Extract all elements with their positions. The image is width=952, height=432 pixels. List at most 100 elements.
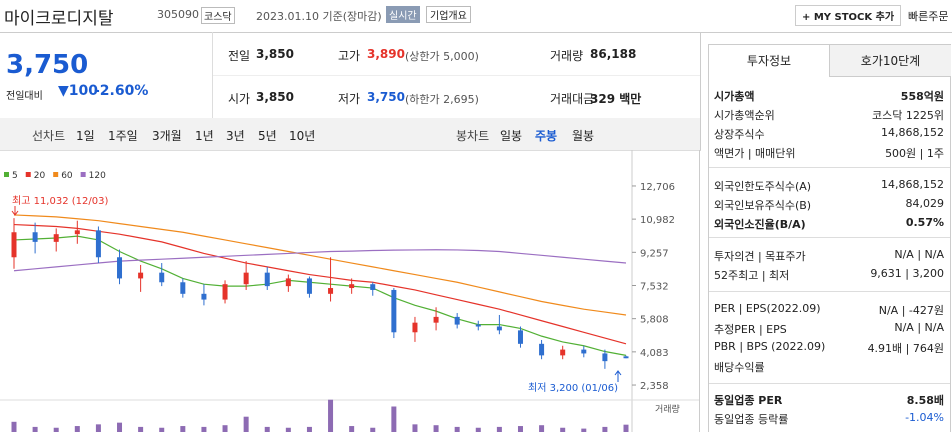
mystock-button[interactable]: + MY STOCK 추가 <box>795 5 902 26</box>
panel-tab[interactable]: 투자정보 <box>746 54 792 68</box>
change-label: 전일대비 <box>6 91 43 102</box>
summary-label: 고가 <box>338 49 361 63</box>
info-row: 동일업종 등락률 -1.04% <box>714 411 944 429</box>
volume-label: 거래량 <box>655 403 680 415</box>
volume-bar <box>517 426 523 432</box>
volume-bar <box>138 426 144 432</box>
tab[interactable]: 주봉 <box>535 129 558 143</box>
candle-body <box>370 284 376 290</box>
chart-tabs <box>0 118 701 151</box>
legend-label: 120 <box>89 171 106 181</box>
tab[interactable]: 3개월 <box>152 129 182 143</box>
candle-body <box>306 278 312 294</box>
volume-bar <box>95 424 101 432</box>
y-tick-label: 9,257 <box>640 248 669 259</box>
volume-bar <box>454 426 460 432</box>
candle-body <box>138 272 144 279</box>
volume-bar <box>391 406 397 432</box>
tab[interactable]: 10년 <box>289 129 316 143</box>
panel-separator <box>709 167 950 168</box>
candle-body <box>602 353 608 362</box>
candle-body <box>285 278 291 287</box>
stock-name: 마이크로디지탈 <box>4 9 114 29</box>
divider <box>212 32 213 118</box>
info-label: 외국인보유주식수(B) <box>714 199 812 212</box>
summary-value: 329 백만 <box>590 92 642 106</box>
ma-line <box>13 223 627 345</box>
tab-label: 봉차트 <box>456 129 490 143</box>
volume-bar <box>602 426 608 432</box>
realtime-badge[interactable]: 실시간 <box>386 6 420 23</box>
info-row: 외국인소진율(B/A) 0.57% <box>714 216 944 234</box>
candle-body <box>11 232 17 258</box>
summary-value: 86,188 <box>590 47 637 61</box>
info-row: 액면가 | 매매단위 500원 | 1주 <box>714 145 944 163</box>
volume-bar <box>53 427 59 432</box>
legend-swatch <box>4 172 9 177</box>
annotation-arrow <box>614 370 622 382</box>
info-row: PER | EPS(2022.09) N/A | -427원 <box>714 302 944 320</box>
volume-bar <box>264 426 270 432</box>
info-row: 시가총액 558억원 <box>714 88 944 106</box>
candle-body <box>496 326 502 331</box>
y-tick-label: 2,358 <box>640 381 669 392</box>
candle-body <box>222 284 228 300</box>
info-row: PBR | BPS (2022.09) 4.91배 | 764원 <box>714 340 944 358</box>
info-row: 배당수익률 <box>714 359 944 377</box>
info-value: 8.58배 <box>906 394 944 407</box>
tab[interactable]: 월봉 <box>572 129 595 143</box>
info-row: 외국인보유주식수(B) 84,029 <box>714 197 944 215</box>
info-label: PBR | BPS (2022.09) <box>714 340 826 353</box>
info-value: N/A | N/A <box>894 321 944 334</box>
volume-bar <box>475 427 481 432</box>
candle-body <box>517 330 523 344</box>
candle-body <box>391 289 397 333</box>
info-value: N/A | N/A <box>894 248 944 261</box>
info-label: 동일업종 등락률 <box>714 413 789 426</box>
overview-button[interactable]: 기업개요 <box>426 6 471 23</box>
info-label: 외국인한도주식수(A) <box>714 180 812 193</box>
info-value: 500원 | 1주 <box>885 147 944 160</box>
tab[interactable]: 1주일 <box>108 129 138 143</box>
ma-line <box>13 235 627 356</box>
tab[interactable]: 1일 <box>76 129 95 143</box>
y-tick-label: 12,706 <box>640 182 675 193</box>
candle-body <box>623 356 629 359</box>
tab[interactable]: 일봉 <box>500 129 523 143</box>
summary-label: 거래량 <box>550 49 584 63</box>
change: ▼100 <box>58 83 99 99</box>
info-label: 시가총액 <box>714 90 755 103</box>
info-value: 558억원 <box>900 90 944 103</box>
volume-bar <box>159 427 165 432</box>
stock-code: 305090 <box>157 8 199 21</box>
panel-separator <box>709 291 950 292</box>
tab[interactable]: 1년 <box>195 129 214 143</box>
candle-body <box>264 272 270 287</box>
info-row: 시가총액순위 코스닥 1225위 <box>714 107 944 125</box>
volume-bar <box>243 416 249 432</box>
candle-body <box>159 272 165 283</box>
panel-separator <box>709 237 950 238</box>
info-value: -1.04% <box>905 411 944 424</box>
change-value: 100 <box>68 83 99 99</box>
candle-body <box>433 316 439 323</box>
info-label: 외국인소진율(B/A) <box>714 218 806 231</box>
divider <box>213 75 700 76</box>
quick-order[interactable]: 빠른주문 <box>908 10 949 23</box>
panel-tab[interactable]: 호가10단계 <box>829 45 951 77</box>
tab-label: 선차트 <box>32 129 66 143</box>
info-label: 상장주식수 <box>714 128 765 141</box>
tab[interactable]: 5년 <box>258 129 277 143</box>
info-label: PER | EPS(2022.09) <box>714 302 821 315</box>
summary-label: 전일 <box>228 49 251 63</box>
info-row: 투자의견 | 목표주가 N/A | N/A <box>714 248 944 266</box>
volume-bar <box>539 425 545 432</box>
volume-bar <box>623 424 629 432</box>
summary-value: 3,850 <box>256 90 294 104</box>
legend-swatch <box>53 172 59 177</box>
tab[interactable]: 3년 <box>226 129 245 143</box>
info-row: 52주최고 | 최저 9,631 | 3,200 <box>714 267 944 285</box>
candle-body <box>581 349 587 354</box>
summary-value: 3,850 <box>256 47 294 61</box>
